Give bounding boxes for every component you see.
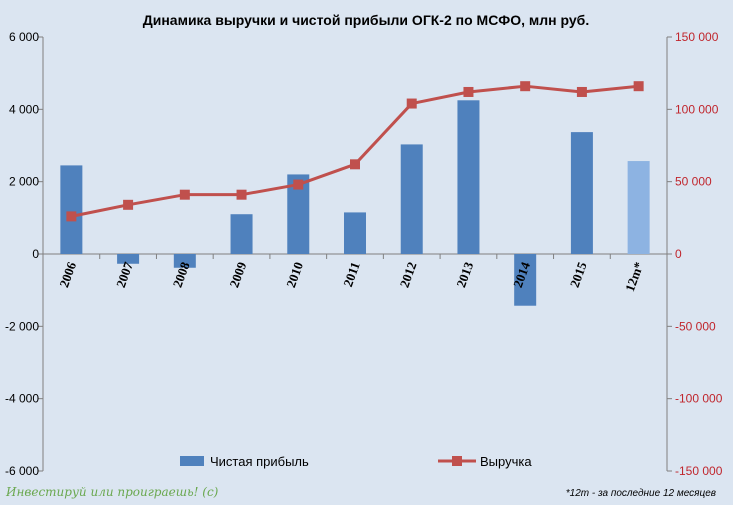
left-tick-label: 0 — [32, 247, 39, 261]
right-tick-label: 0 — [675, 247, 682, 261]
revenue-point — [350, 159, 360, 170]
right-tick-label: 150 000 — [675, 30, 719, 44]
bar-net-profit — [400, 144, 423, 254]
right-tick-label: -50 000 — [675, 319, 716, 333]
bar-net-profit — [627, 161, 650, 254]
left-tick-label: -4 000 — [5, 392, 39, 406]
bar-net-profit — [117, 254, 140, 264]
legend-swatch-net-profit — [180, 456, 204, 466]
left-tick-label: 2 000 — [9, 175, 39, 189]
bar-net-profit — [230, 214, 253, 254]
bar-net-profit — [344, 212, 366, 254]
x-tick-label: 2011 — [340, 260, 363, 289]
legend: Чистая прибыль Выручка — [180, 454, 532, 469]
x-tick-label: 2012 — [397, 260, 420, 290]
x-tick-label: 2010 — [283, 260, 306, 290]
axes-layer: 6 000 4 000 2 000 0 -2 000 -4 000 -6 000 150 00… — [5, 30, 723, 478]
left-tick-label: -6 000 — [5, 464, 39, 478]
bar-net-profit — [287, 174, 310, 254]
legend-label-revenue: Выручка — [480, 454, 532, 469]
revenue-point — [66, 211, 77, 222]
x-tick-layer: 2006 2007 2008 2009 2010 2011 2012 2013 2014 2015… — [56, 259, 646, 293]
revenue-point — [406, 98, 417, 109]
left-tick-label: 4 000 — [9, 102, 39, 116]
x-tick-label: 2008 — [170, 259, 193, 289]
left-tick-label: -2 000 — [5, 319, 39, 333]
bar-net-profit — [514, 254, 537, 306]
x-tick-label: 2006 — [56, 259, 79, 289]
revenue-point — [463, 86, 474, 97]
bar-net-profit — [173, 254, 196, 268]
footnote: *12m - за последние 12 месяцев — [566, 488, 716, 499]
right-tick-label: -100 000 — [675, 392, 723, 406]
revenue-line-layer — [66, 81, 644, 222]
legend-marker-revenue — [452, 456, 462, 466]
revenue-line — [71, 84, 639, 218]
right-tick-label: 50 000 — [675, 175, 712, 189]
revenue-point — [520, 81, 531, 92]
legend-label-net-profit: Чистая прибыль — [210, 454, 309, 469]
right-tick-label: 100 000 — [675, 102, 719, 116]
right-tick-label: -150 000 — [675, 464, 723, 478]
bar-net-profit — [457, 100, 480, 255]
revenue-point — [179, 189, 190, 200]
x-tick-label: 2015 — [567, 259, 590, 289]
revenue-point — [236, 189, 247, 200]
x-tick-label: 2007 — [113, 259, 136, 289]
revenue-point — [123, 199, 134, 210]
bar-net-profit — [570, 132, 593, 254]
revenue-point — [293, 179, 304, 190]
x-tick-label: 12m* — [622, 260, 646, 294]
revenue-point — [633, 81, 644, 92]
left-tick-label: 6 000 — [9, 30, 39, 44]
x-tick-label: 2013 — [453, 259, 476, 289]
chart-title: Динамика выручки и чистой прибыли ОГК-2 … — [143, 12, 589, 28]
bar-net-profit — [60, 165, 83, 254]
x-tick-label: 2009 — [226, 259, 249, 289]
revenue-point — [576, 86, 587, 97]
watermark: Инвестируй или проиграешь! (с) — [5, 485, 219, 499]
bars-layer — [60, 100, 650, 306]
